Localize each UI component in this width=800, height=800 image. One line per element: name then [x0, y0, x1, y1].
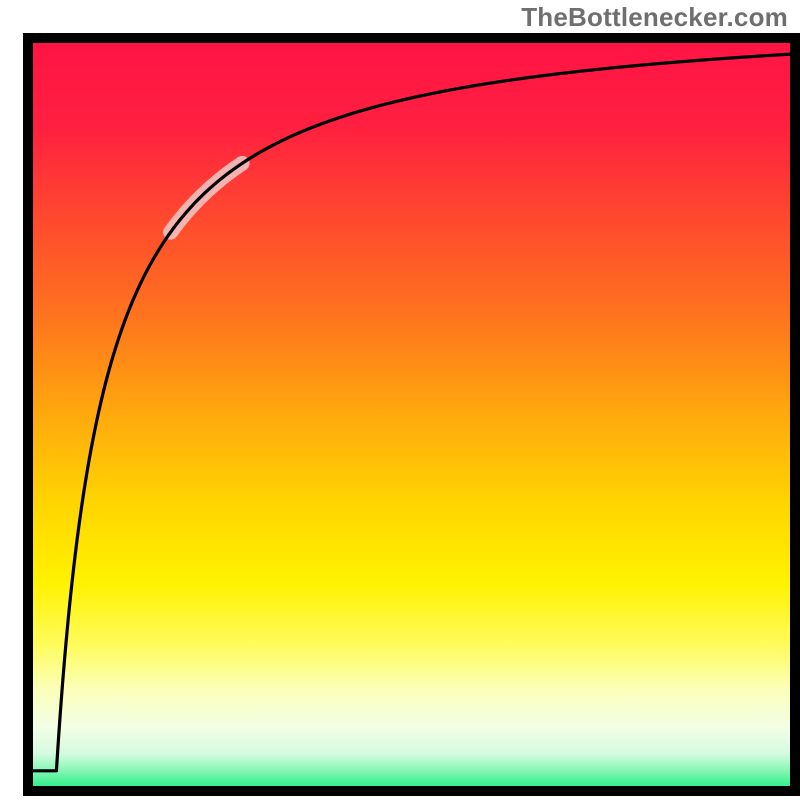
watermark-text: TheBottlenecker.com	[521, 2, 788, 33]
plot-background	[23, 33, 800, 796]
bottleneck-curve-chart	[0, 0, 800, 800]
chart-container: { "watermark": { "text": "TheBottlenecke…	[0, 0, 800, 800]
